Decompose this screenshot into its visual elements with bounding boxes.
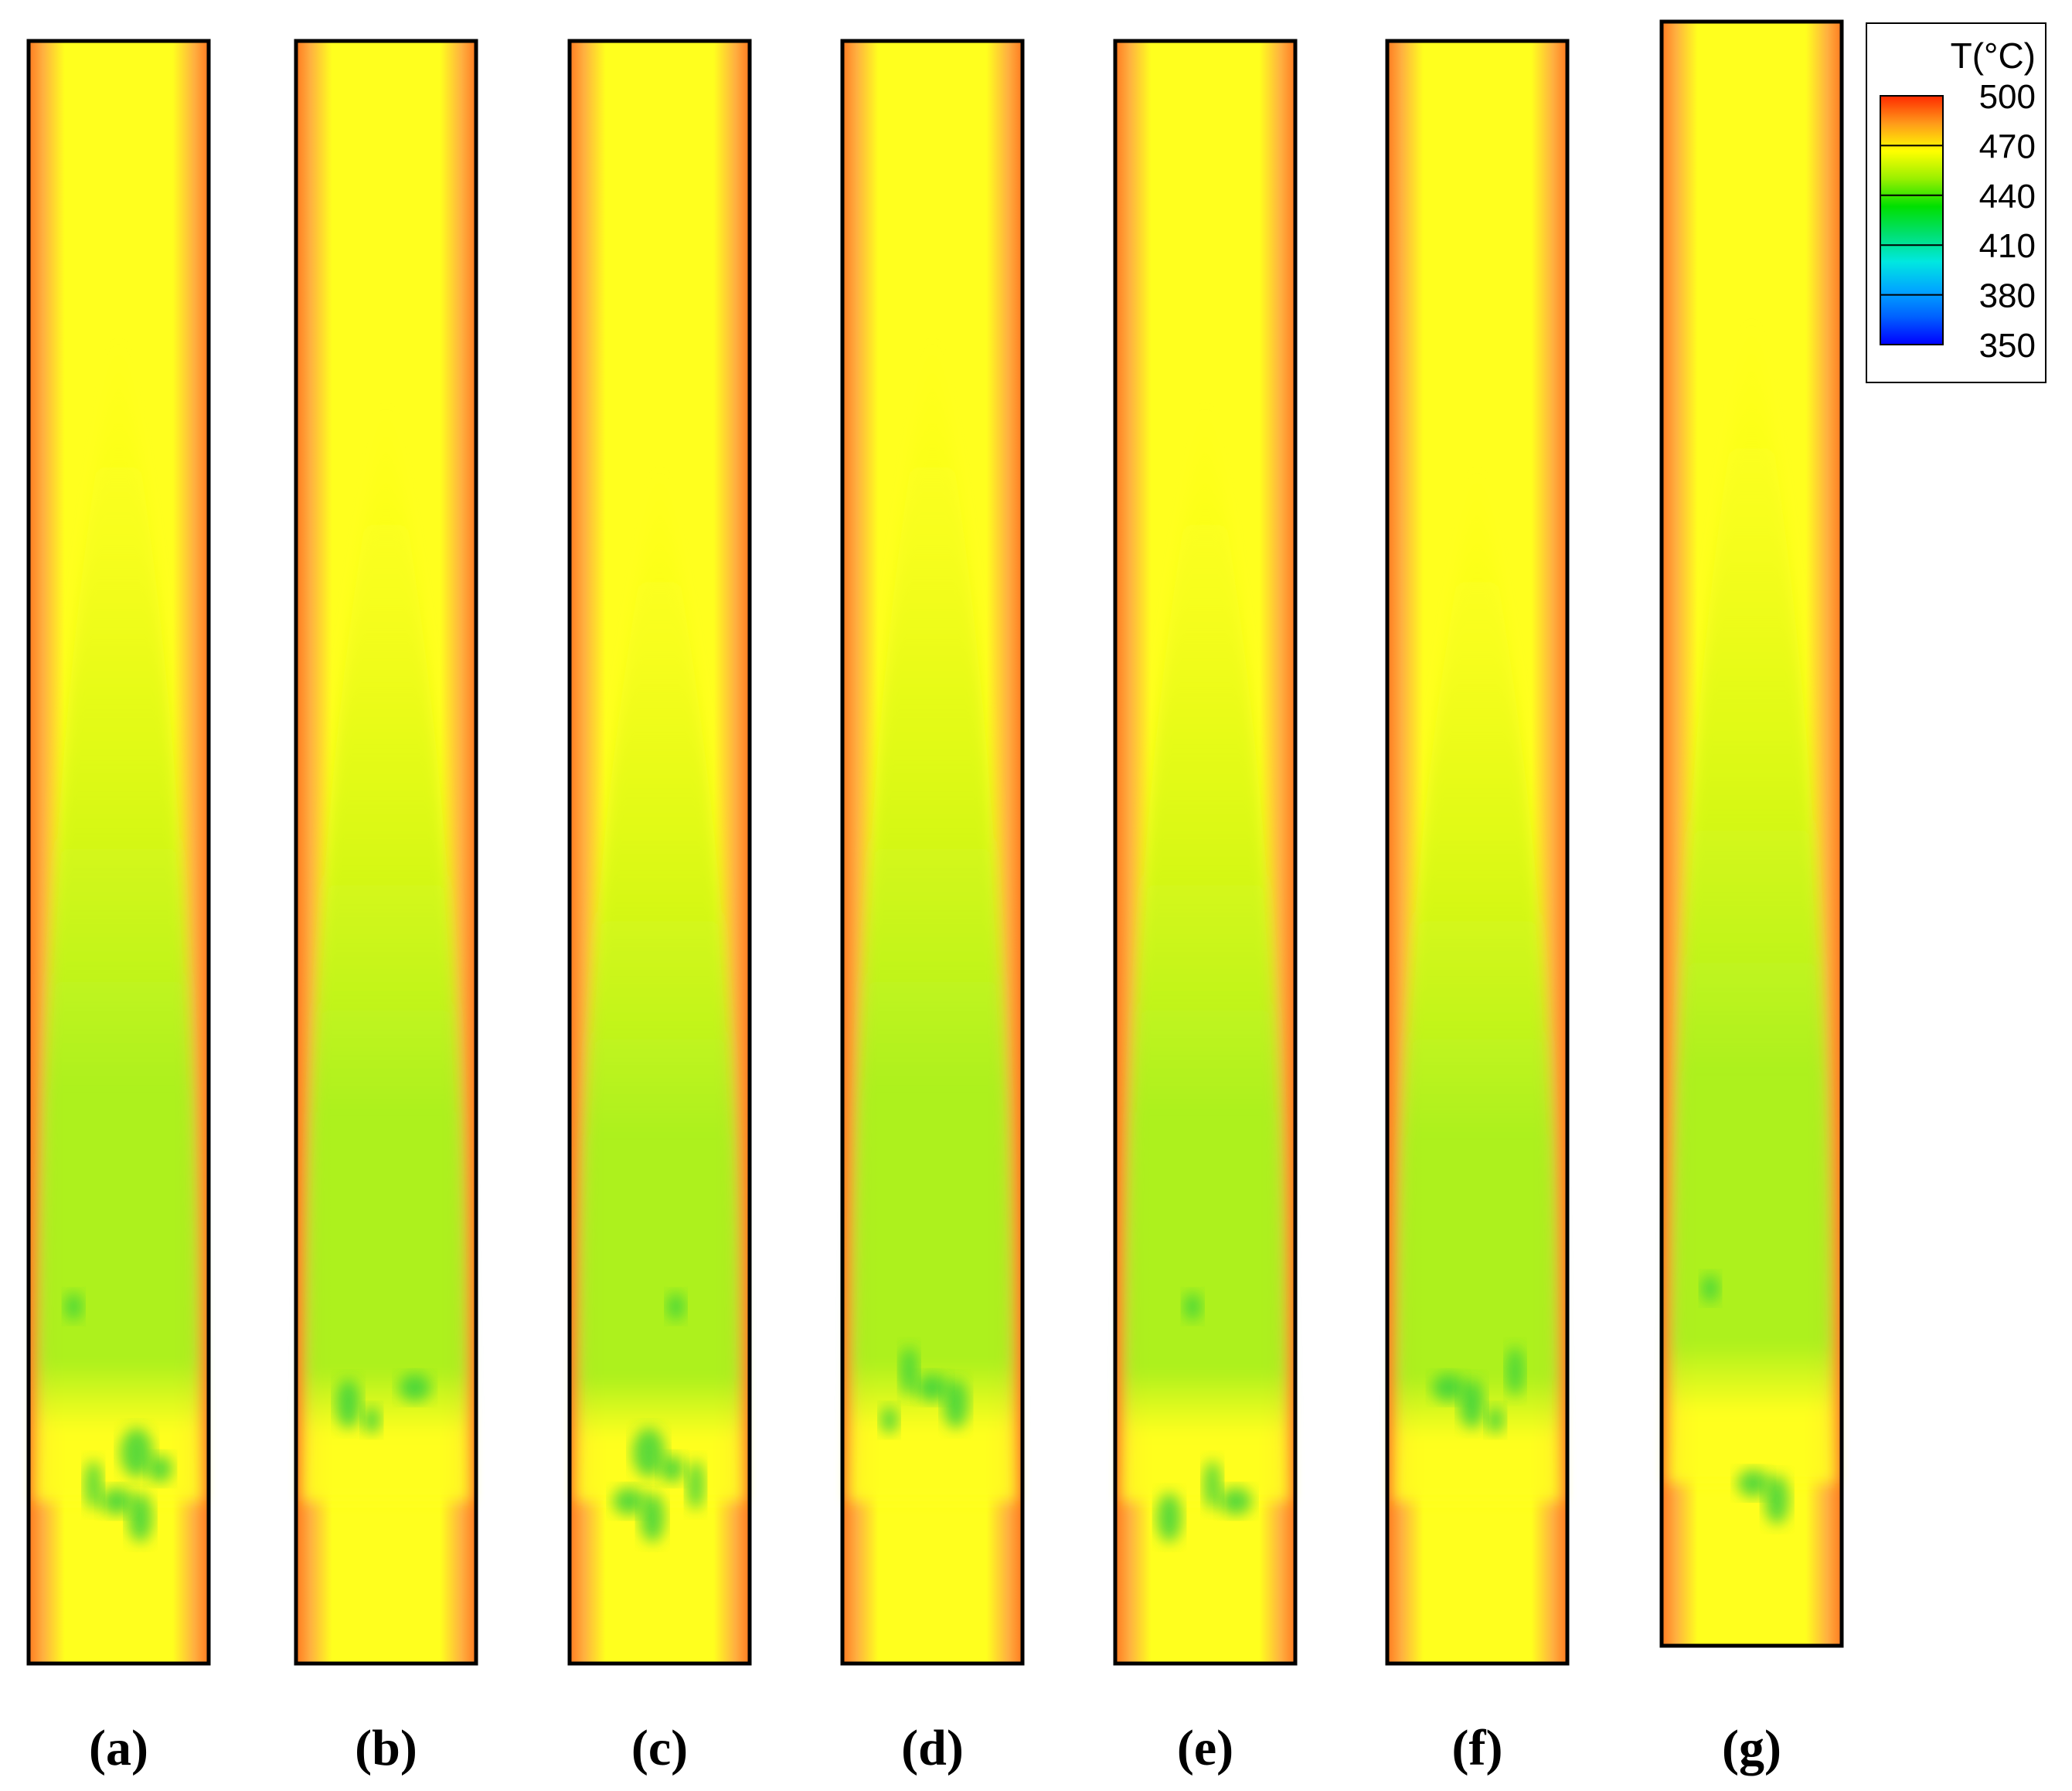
contour-panel: (c)	[567, 39, 752, 1776]
legend-colorbar	[1880, 95, 1944, 345]
panel-cool-plume	[36, 333, 202, 1501]
legend-ticks: 500 470 440 410 380 350	[1880, 78, 2036, 365]
panel-cool-spot	[1506, 1347, 1524, 1396]
panel-label: (b)	[355, 1720, 417, 1776]
panel-cool-spot	[880, 1406, 898, 1434]
panel-cool-spot	[659, 1455, 685, 1483]
panel-cool-plume	[849, 333, 1016, 1501]
panel-frame	[840, 39, 1025, 1666]
panel-cool-spot	[1432, 1374, 1465, 1402]
contour-panel: (b)	[294, 39, 478, 1776]
panel-frame	[567, 39, 752, 1666]
contour-panel: (e)	[1113, 39, 1298, 1776]
panel-cool-spot	[128, 1493, 153, 1542]
panel-cool-spot	[1764, 1474, 1790, 1524]
panel-cool-spot	[335, 1379, 361, 1429]
legend-tick-label: 470	[1979, 127, 2036, 165]
panel-label: (a)	[89, 1720, 148, 1776]
panel-cool-spot	[1220, 1487, 1253, 1515]
panel-cool-spot	[943, 1379, 968, 1429]
legend-tick-label: 380	[1979, 277, 2036, 315]
panel-cool-spot	[640, 1493, 665, 1542]
panel-cool-spot	[148, 1455, 173, 1483]
panel-cool-plume	[303, 398, 469, 1501]
panel-cool-spot	[1203, 1460, 1221, 1510]
panel-label: (g)	[1722, 1720, 1781, 1776]
panel-cool-plume	[1122, 398, 1288, 1501]
panel-cool-plume	[1669, 314, 1835, 1483]
panel-label: (d)	[901, 1720, 964, 1776]
legend-title: T(°C)	[1951, 36, 2036, 76]
panel-frame	[1113, 39, 1298, 1666]
panel-cool-spot	[1486, 1406, 1504, 1434]
panel-cool-spot	[1737, 1469, 1770, 1497]
panel-cool-spot	[667, 1293, 685, 1320]
panel-cool-spot	[65, 1293, 83, 1320]
panel-frame	[1659, 19, 1844, 1648]
panel-cool-plume	[577, 463, 743, 1501]
panel-label: (c)	[631, 1720, 688, 1776]
color-legend: T(°C) 500 470 440 410 380 350	[1866, 22, 2046, 383]
legend-tick-label: 500	[1979, 78, 2036, 116]
panel-cool-spot	[612, 1487, 645, 1515]
panel-cool-spot	[632, 1428, 665, 1477]
panel-cool-spot	[398, 1374, 431, 1402]
panel-cool-spot	[120, 1428, 153, 1477]
panel-cool-spot	[100, 1487, 134, 1515]
legend-tick-label: 410	[1979, 227, 2036, 265]
panel-cool-spot	[687, 1460, 705, 1510]
panel-cool-spot	[916, 1374, 949, 1402]
panel-cool-spot	[362, 1406, 380, 1434]
panel-label: (e)	[1177, 1720, 1233, 1776]
contour-panel: (d)	[840, 39, 1025, 1776]
legend-tick-label: 440	[1979, 178, 2036, 216]
panel-cool-spot	[1701, 1274, 1719, 1303]
contour-panel: (f)	[1385, 39, 1570, 1776]
contour-panel: (a)	[26, 39, 211, 1776]
panel-cool-spot	[1184, 1293, 1202, 1320]
panel-frame	[1385, 39, 1570, 1666]
panel-frame	[26, 39, 211, 1666]
panel-cool-spot	[900, 1347, 918, 1396]
panel-cool-spot	[1156, 1493, 1182, 1542]
panel-label: (f)	[1452, 1720, 1503, 1776]
panel-frame	[294, 39, 478, 1666]
panel-cool-spot	[84, 1460, 102, 1510]
panel-cool-spot	[1459, 1379, 1485, 1429]
panel-cool-plume	[1394, 463, 1560, 1501]
panels-group: (a) (b) (c) (d) (e) (f) (g)	[26, 19, 1844, 1776]
contour-panel: (g)	[1659, 19, 1844, 1776]
legend-tick-label: 350	[1979, 327, 2036, 365]
